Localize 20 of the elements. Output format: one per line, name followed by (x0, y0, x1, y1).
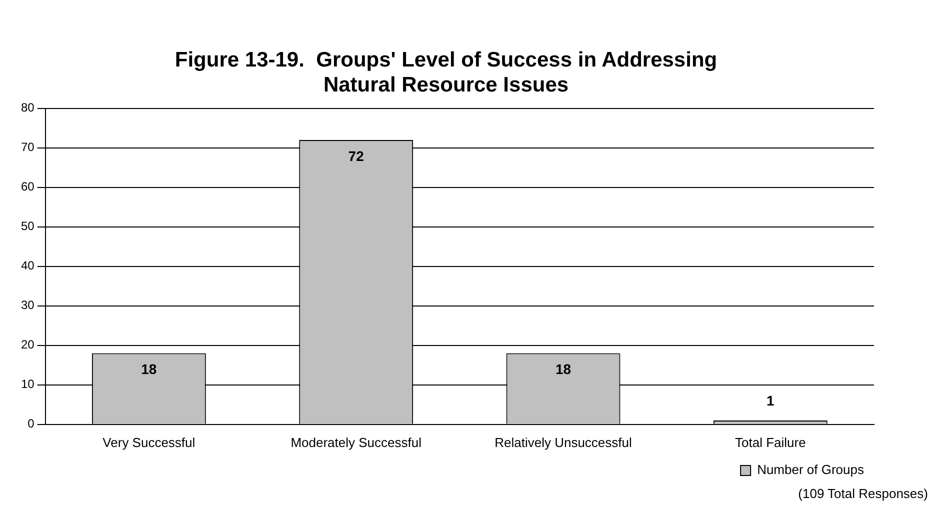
data-label: 1 (766, 392, 775, 408)
y-tick-label: 20 (20, 338, 35, 352)
y-tick-label: 30 (20, 298, 35, 312)
y-tick-label: 50 (20, 219, 35, 234)
x-tick-label: Relatively Unsuccessful (494, 434, 632, 450)
y-tick-label: 0 (28, 416, 35, 431)
text: (109 Total Responses) (798, 486, 928, 502)
data-label: 18 (555, 361, 572, 378)
x-tick-label: Moderately Successful (290, 434, 422, 450)
legend-label: Number of Groups (757, 462, 864, 478)
x-tick-label: Very Successful (102, 434, 196, 450)
y-tick-label: 10 (20, 377, 35, 392)
y-tick-label: 60 (20, 180, 35, 194)
x-tick-label: Total Failure (735, 434, 806, 450)
y-tick-label: 80 (20, 100, 35, 115)
y-tick-label: 70 (20, 140, 35, 154)
data-label: 18 (141, 361, 157, 378)
y-tick-label: 40 (20, 258, 35, 273)
data-label: 72 (348, 148, 364, 164)
chart-title: Figure 13-19. Groups' Level of Success in Addressing Natural Resource Issues (174, 48, 718, 97)
